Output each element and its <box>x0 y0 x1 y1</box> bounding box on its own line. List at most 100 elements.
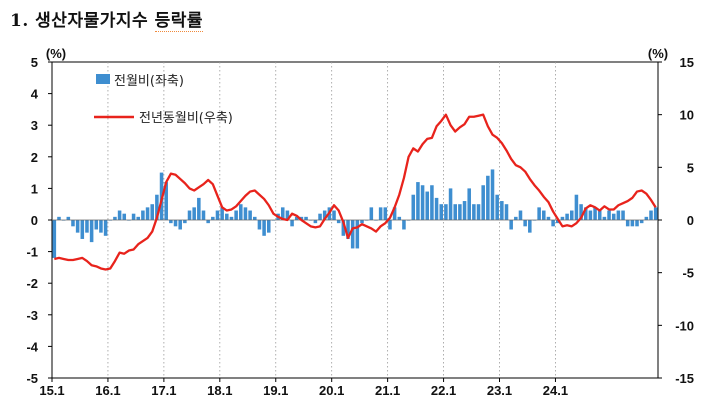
bar <box>332 210 336 220</box>
bar <box>113 216 117 220</box>
bar <box>355 220 360 249</box>
bar <box>388 220 392 230</box>
right-tick-label: 15 <box>680 55 694 70</box>
bar <box>80 220 85 239</box>
bar <box>416 182 420 220</box>
left-tick-label: 0 <box>31 213 38 228</box>
left-tick-label: -5 <box>26 371 38 386</box>
bar <box>322 210 327 220</box>
bar <box>346 220 350 239</box>
bar <box>616 210 621 220</box>
bar <box>248 210 252 220</box>
bar <box>350 220 355 249</box>
bar <box>481 185 485 220</box>
bar <box>253 216 257 220</box>
bar <box>294 216 299 220</box>
bar <box>164 182 168 220</box>
x-tick-label: 17.1 <box>151 383 176 398</box>
bar <box>173 220 178 227</box>
bar <box>490 169 495 220</box>
bar <box>644 216 649 220</box>
bar <box>467 188 471 220</box>
legend-bar-swatch <box>96 74 110 84</box>
bar <box>583 207 588 220</box>
bar <box>71 220 75 227</box>
bar <box>206 220 210 224</box>
bar <box>453 204 457 220</box>
bar-series <box>52 169 658 258</box>
bar <box>136 216 141 220</box>
bar <box>602 216 607 220</box>
bar <box>411 194 416 220</box>
bar <box>607 210 611 220</box>
bar <box>211 216 215 220</box>
bar <box>234 210 238 220</box>
bar <box>280 207 285 220</box>
bar <box>197 197 201 220</box>
left-axis-unit: (%) <box>46 46 66 61</box>
bar <box>472 204 476 220</box>
bar <box>313 220 318 224</box>
bar <box>229 216 234 220</box>
bar <box>192 207 196 220</box>
bar <box>75 220 80 233</box>
bar <box>500 201 504 220</box>
bar <box>509 220 513 230</box>
bar <box>621 210 625 220</box>
bar <box>383 207 388 220</box>
bar <box>518 210 523 220</box>
legend-line-label: 전년동월비(우축) <box>139 111 233 126</box>
bar <box>103 220 108 236</box>
x-tick-label: 16.1 <box>95 383 120 398</box>
bar <box>495 194 499 220</box>
bar <box>430 185 434 220</box>
left-tick-label: 4 <box>31 87 39 102</box>
left-tick-label: -2 <box>26 276 38 291</box>
bar <box>187 210 192 220</box>
bar <box>150 204 154 220</box>
bar <box>145 207 150 220</box>
bar <box>155 194 159 220</box>
x-tick-label: 18.1 <box>207 383 232 398</box>
title-number: 1. <box>10 11 29 31</box>
bar <box>476 204 481 220</box>
legend: 전월비(좌축) 전년동월비(우축) <box>94 74 233 126</box>
bar <box>131 213 136 220</box>
yoy-line <box>54 113 657 271</box>
bar <box>99 220 103 233</box>
bar <box>392 207 397 220</box>
bar <box>448 188 453 220</box>
bar <box>565 213 569 220</box>
bar <box>504 204 509 220</box>
bar <box>569 210 574 220</box>
axis-labels: 15.1 16.1 17.1 18.1 19.1 20.1 21.1 22.1 23.1 24.1… <box>26 55 694 398</box>
bar <box>486 175 490 220</box>
x-tick-label: 22.1 <box>431 383 456 398</box>
bar <box>299 216 304 220</box>
right-tick-label: -5 <box>682 266 694 281</box>
bar <box>183 220 187 224</box>
bar <box>630 220 635 227</box>
right-tick-label: -10 <box>675 318 694 333</box>
bar <box>225 213 229 220</box>
bar <box>369 207 374 220</box>
bar <box>285 210 290 220</box>
line-series-group <box>54 113 657 271</box>
bar <box>551 220 555 227</box>
bar <box>439 204 444 220</box>
x-tick-label: 23.1 <box>487 383 512 398</box>
right-tick-label: 10 <box>680 108 694 123</box>
grid-lines <box>107 62 556 378</box>
bar <box>290 220 294 227</box>
bar <box>444 204 448 220</box>
bar <box>434 197 439 220</box>
bar <box>528 220 532 233</box>
bar <box>122 213 127 220</box>
bar <box>458 204 462 220</box>
bar <box>649 210 653 220</box>
bar <box>574 194 579 220</box>
bar <box>57 216 61 220</box>
left-tick-label: -3 <box>26 308 38 323</box>
bar <box>257 220 262 230</box>
